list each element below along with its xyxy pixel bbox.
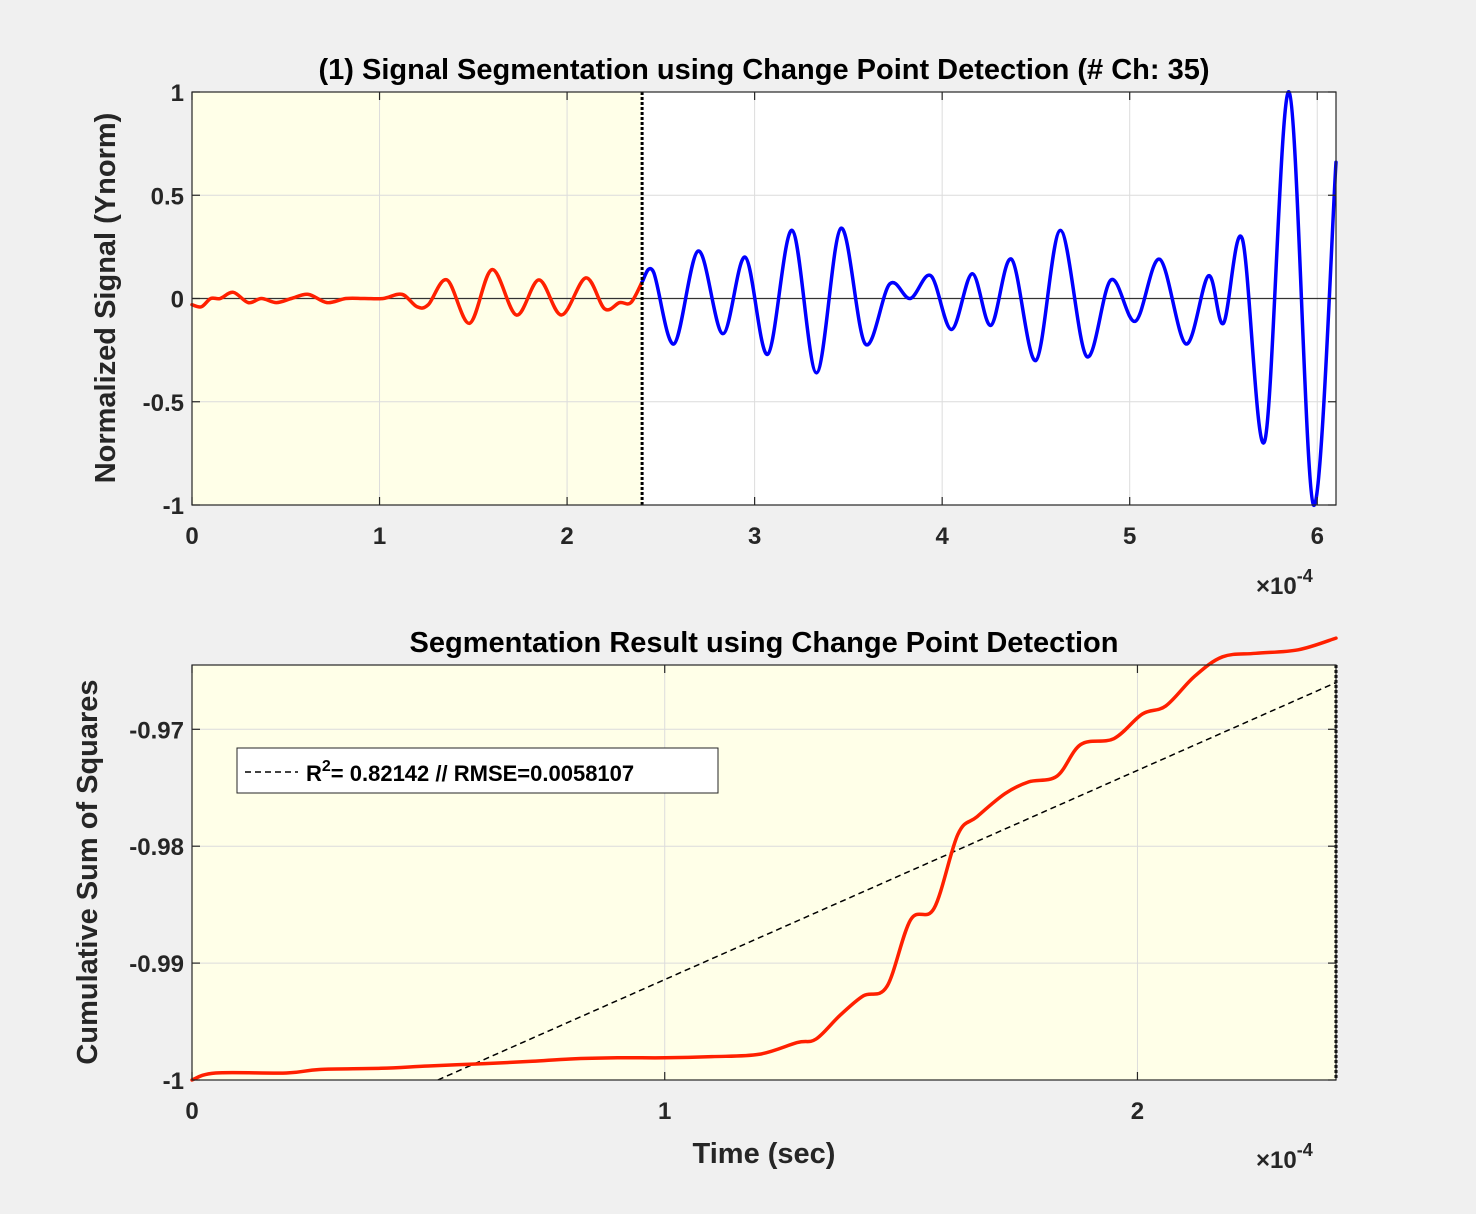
top-x-tick-labels: 0 1 2 3 4 5 6: [185, 523, 1324, 550]
legend-label-superscript: 2: [322, 758, 331, 775]
legend-box: [236, 747, 719, 794]
bottom-chart-title: Segmentation Result using Change Point D…: [410, 627, 1119, 659]
y-tick-label: -0.97: [129, 717, 184, 744]
legend-label: R2= 0.82142 // RMSE=0.0058107: [306, 758, 634, 786]
top-y-tick-labels: 1 0.5 0 -0.5 -1: [143, 80, 184, 520]
top-x-exponent-base: ×10: [1256, 573, 1297, 600]
bottom-x-exponent: ×10-4: [1256, 1140, 1313, 1174]
bottom-axes[interactable]: 0 1 2 -0.97 -0.98 -0.99 -1 Segmentation Resul…: [72, 627, 1338, 1174]
bottom-x-tick-labels: 0 1 2: [185, 1098, 1144, 1125]
y-tick-label: -1: [163, 1068, 184, 1095]
x-tick-label: 4: [935, 523, 949, 550]
x-tick-label: 3: [748, 523, 761, 550]
series-line-0: [190, 267, 644, 326]
bottom-fit-line: [437, 681, 1337, 1081]
top-ticks: [191, 91, 1336, 506]
x-tick-label: 0: [185, 523, 198, 550]
x-tick-label: 2: [560, 523, 573, 550]
y-tick-label: 1: [171, 80, 184, 107]
y-tick-label: -0.99: [129, 951, 184, 978]
legend-label-rest: = 0.82142 // RMSE=0.0058107: [331, 761, 634, 786]
top-y-axis-label: Normalized Signal (Ynorm): [90, 113, 122, 484]
bottom-y-tick-labels: -0.97 -0.98 -0.99 -1: [129, 717, 184, 1095]
y-tick-label: -0.98: [129, 834, 184, 861]
top-x-exponent-power: -4: [1297, 566, 1313, 586]
top-series: [190, 90, 1338, 507]
bottom-y-axis-label: Cumulative Sum of Squares: [72, 679, 104, 1064]
y-tick-label: 0.5: [151, 183, 184, 210]
bottom-axes-box: [191, 664, 1337, 1081]
x-tick-label: 5: [1123, 523, 1136, 550]
bottom-x-exponent-base: ×10: [1256, 1147, 1297, 1174]
bottom-x-axis-label: Time (sec): [693, 1138, 836, 1170]
legend-label-prefix: R: [306, 761, 322, 786]
y-tick-label: 0: [171, 287, 184, 314]
series-line-1: [640, 90, 1338, 507]
x-tick-label: 1: [373, 523, 386, 550]
bottom-x-exponent-power: -4: [1297, 1140, 1313, 1160]
x-tick-label: 0: [185, 1098, 198, 1125]
top-x-exponent: ×10-4: [1256, 566, 1313, 600]
series-line-0: [190, 636, 1338, 1082]
legend[interactable]: R2= 0.82142 // RMSE=0.0058107: [236, 747, 719, 794]
x-tick-label: 6: [1311, 523, 1324, 550]
bottom-plot-area: [192, 665, 1336, 1080]
x-tick-label: 2: [1131, 1098, 1144, 1125]
y-tick-label: -0.5: [143, 390, 184, 417]
x-tick-label: 1: [658, 1098, 671, 1125]
top-axes[interactable]: 0 1 2 3 4 5 6 1 0.5 0 -0.5 -1 (1) Signal Segmentat…: [90, 54, 1338, 600]
top-chart-title: (1) Signal Segmentation using Change Poi…: [318, 54, 1209, 86]
y-tick-label: -1: [163, 493, 184, 520]
bottom-ticks: [191, 665, 1336, 1081]
bottom-series: [190, 636, 1338, 1082]
